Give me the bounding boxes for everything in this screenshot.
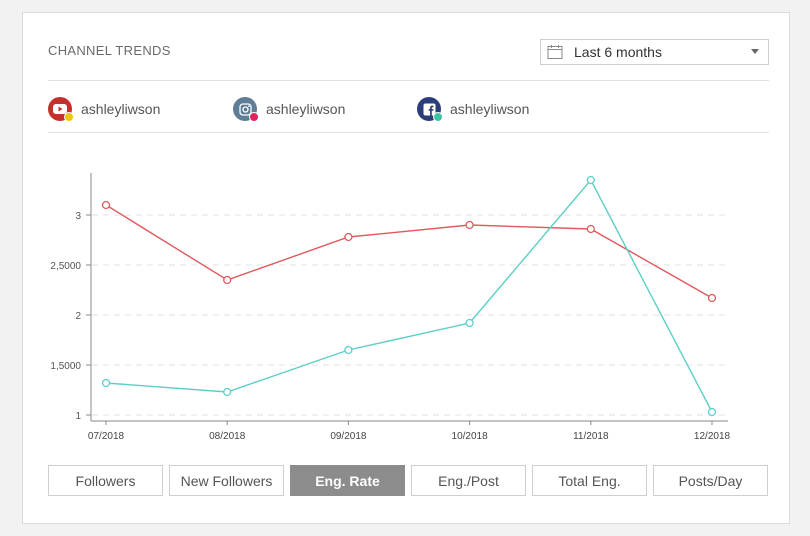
tab-eng-post[interactable]: Eng./Post — [411, 465, 526, 496]
series-line-0 — [105, 204, 713, 299]
channel-name: ashleyliwson — [450, 101, 530, 117]
data-point-1 — [344, 345, 353, 355]
chevron-down-icon — [751, 49, 759, 54]
tab-new-followers[interactable]: New Followers — [169, 465, 284, 496]
channel-name: ashleyliwson — [81, 101, 161, 117]
instagram-icon — [233, 97, 259, 122]
x-tick-label: 08/2018 — [209, 431, 246, 442]
y-tick-label: 2,5000 — [50, 261, 81, 272]
youtube-icon — [48, 97, 74, 122]
data-point-1 — [223, 387, 232, 397]
status-dot — [64, 112, 74, 122]
status-dot — [249, 112, 259, 122]
status-dot — [433, 112, 443, 122]
eng-rate-line-chart: 1 1,5000 2 2,5000 3 07/2018 08/2018 09/2018 10/2… — [50, 173, 731, 442]
y-tick-label: 2 — [75, 311, 81, 322]
date-range-select[interactable]: Last 6 months — [540, 39, 769, 65]
data-point-1 — [101, 378, 111, 388]
data-point-1 — [707, 407, 717, 417]
data-point-1 — [586, 175, 595, 185]
y-tick-label: 1 — [75, 411, 81, 422]
header-divider — [48, 80, 769, 81]
card-title: CHANNEL TRENDS — [48, 43, 171, 58]
channel-name: ashleyliwson — [266, 101, 346, 117]
tab-followers[interactable]: Followers — [48, 465, 163, 496]
x-tick-label: 09/2018 — [330, 431, 367, 442]
y-tick-label: 3 — [75, 211, 81, 222]
y-tick-label: 1,5000 — [50, 361, 81, 372]
date-range-value: Last 6 months — [574, 44, 662, 60]
x-tick-label: 12/2018 — [694, 431, 731, 442]
tab-total-eng[interactable]: Total Eng. — [532, 465, 647, 496]
calendar-icon — [547, 45, 563, 59]
tab-eng-rate[interactable]: Eng. Rate — [290, 465, 405, 496]
channel-facebook[interactable]: ashleyliwson — [417, 97, 530, 122]
metric-tabs: Followers New Followers Eng. Rate Eng./P… — [48, 465, 768, 496]
data-point-0 — [465, 220, 474, 230]
channel-youtube[interactable]: ashleyliwson — [48, 97, 161, 122]
data-point-0 — [586, 224, 595, 234]
data-point-0 — [707, 293, 717, 303]
data-point-0 — [344, 232, 353, 242]
data-point-0 — [101, 200, 111, 210]
data-point-0 — [223, 275, 232, 285]
data-point-1 — [465, 318, 474, 328]
series-line-1 — [105, 178, 713, 413]
tab-posts-day[interactable]: Posts/Day — [653, 465, 768, 496]
channel-instagram[interactable]: ashleyliwson — [233, 97, 346, 122]
x-tick-label: 11/2018 — [573, 431, 609, 442]
x-tick-label: 10/2018 — [452, 431, 489, 442]
x-tick-label: 07/2018 — [88, 431, 125, 442]
channel-trends-card: CHANNEL TRENDS Last 6 months ashleyliwso… — [22, 12, 790, 524]
channels-divider — [48, 132, 769, 133]
facebook-icon — [417, 97, 443, 122]
